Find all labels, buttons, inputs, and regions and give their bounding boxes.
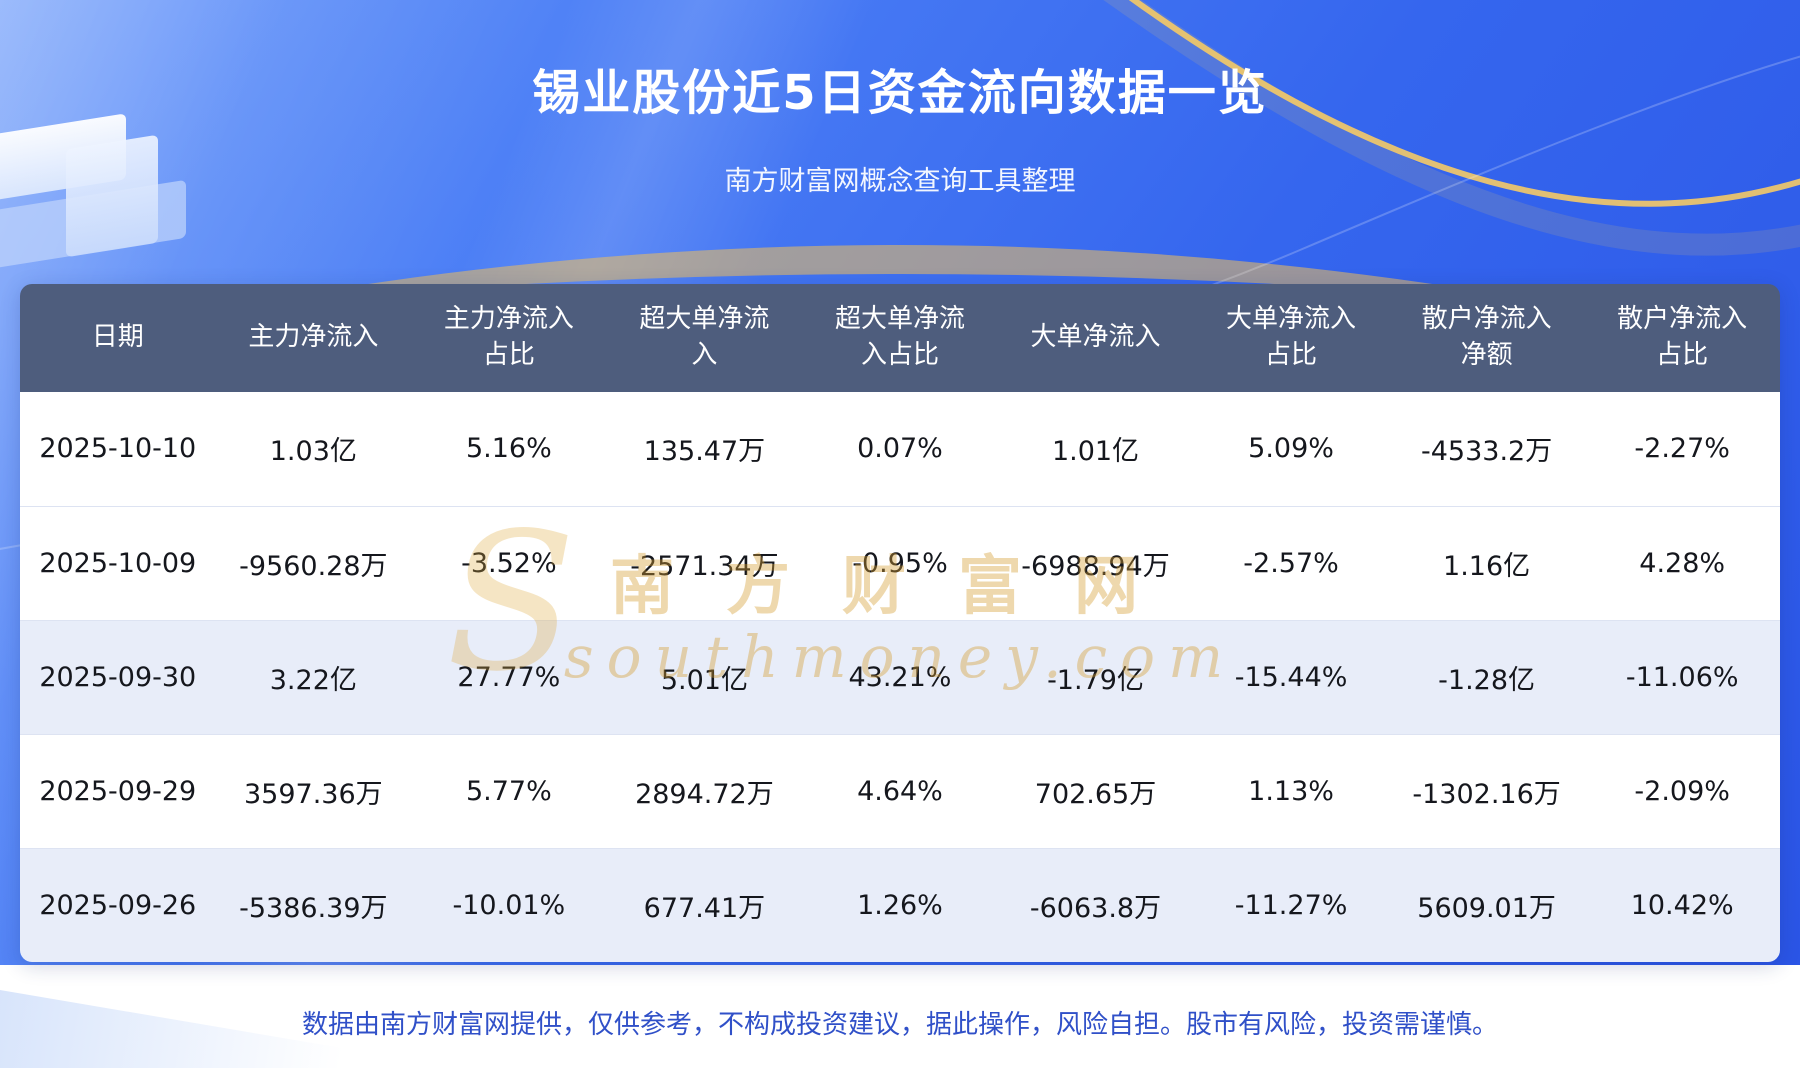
column-header-3: 超大单净流入	[606, 284, 803, 392]
table-head: 日期 主力净流入 主力净流入占比 超大单净流入 超大单净流入占比 大单净流入 大单净流入占比…	[20, 284, 1780, 392]
value-cell: -11.06%	[1584, 619, 1780, 734]
value-cell: -5386.39万	[215, 847, 412, 962]
value-cell: 27.77%	[411, 619, 607, 734]
value-cell: -1.79亿	[997, 619, 1194, 734]
column-header-5: 大单净流入	[997, 284, 1194, 392]
date-cell: 2025-10-10	[20, 392, 216, 506]
value-cell: 677.41万	[606, 847, 803, 962]
table-body: 2025-10-10 1.03亿 5.16% 135.47万 0.07% 1.01亿 5.0…	[20, 392, 1780, 962]
value-cell: -11.27%	[1193, 847, 1389, 962]
value-cell: 3597.36万	[215, 733, 412, 848]
date-cell: 2025-09-29	[20, 733, 216, 848]
value-cell: 702.65万	[997, 733, 1194, 848]
value-cell: 1.16亿	[1388, 505, 1585, 620]
table-row: 2025-10-09 -9560.28万 -3.52% -2571.34万 -0.95%…	[20, 505, 1780, 620]
value-cell: 10.42%	[1584, 847, 1780, 962]
value-cell: -9560.28万	[215, 505, 412, 620]
value-cell: 0.07%	[802, 392, 998, 506]
table-row: 2025-09-29 3597.36万 5.77% 2894.72万 4.64% 702.…	[20, 733, 1780, 848]
value-cell: 5.09%	[1193, 392, 1389, 506]
value-cell: -0.95%	[802, 505, 998, 620]
column-header-0: 日期	[20, 284, 216, 392]
date-cell: 2025-09-26	[20, 847, 216, 962]
value-cell: 4.28%	[1584, 505, 1780, 620]
value-cell: 5609.01万	[1388, 847, 1585, 962]
value-cell: -6988.94万	[997, 505, 1194, 620]
date-cell: 2025-09-30	[20, 619, 216, 734]
value-cell: -2.57%	[1193, 505, 1389, 620]
value-cell: -4533.2万	[1388, 392, 1585, 506]
column-header-8: 散户净流入占比	[1584, 284, 1780, 392]
value-cell: 1.03亿	[215, 392, 412, 506]
value-cell: -15.44%	[1193, 619, 1389, 734]
footer-disclaimer: 数据由南方财富网提供，仅供参考，不构成投资建议，据此操作，风险自担。股市有风险，…	[301, 1010, 1498, 1040]
value-cell: -2.09%	[1584, 733, 1780, 848]
column-header-1: 主力净流入	[215, 284, 412, 392]
fund-flow-table-container: 日期 主力净流入 主力净流入占比 超大单净流入 超大单净流入占比 大单净流入 大单净流入占比…	[20, 284, 1780, 962]
value-cell: 1.01亿	[997, 392, 1194, 506]
column-header-6: 大单净流入占比	[1193, 284, 1389, 392]
value-cell: -2.27%	[1584, 392, 1780, 506]
value-cell: 135.47万	[606, 392, 803, 506]
table-head-row: 日期 主力净流入 主力净流入占比 超大单净流入 超大单净流入占比 大单净流入 大单净流入占比…	[20, 284, 1780, 392]
value-cell: 43.21%	[802, 619, 998, 734]
fund-flow-table: 日期 主力净流入 主力净流入占比 超大单净流入 超大单净流入占比 大单净流入 大单净流入占比…	[20, 284, 1780, 962]
column-header-7: 散户净流入净额	[1388, 284, 1585, 392]
value-cell: -2571.34万	[606, 505, 803, 620]
value-cell: 5.77%	[411, 733, 607, 848]
value-cell: 5.16%	[411, 392, 607, 506]
date-cell: 2025-10-09	[20, 505, 216, 620]
table-row: 2025-09-26 -5386.39万 -10.01% 677.41万 1.26% -6…	[20, 847, 1780, 962]
value-cell: -3.52%	[411, 505, 607, 620]
value-cell: 1.26%	[802, 847, 998, 962]
table-row: 2025-10-10 1.03亿 5.16% 135.47万 0.07% 1.01亿 5.0…	[20, 392, 1780, 506]
value-cell: 5.01亿	[606, 619, 803, 734]
value-cell: 4.64%	[802, 733, 998, 848]
value-cell: 1.13%	[1193, 733, 1389, 848]
page-subtitle: 南方财富网概念查询工具整理	[724, 166, 1076, 197]
column-header-4: 超大单净流入占比	[802, 284, 998, 392]
column-header-2: 主力净流入占比	[411, 284, 607, 392]
value-cell: -10.01%	[411, 847, 607, 962]
page-title: 锡业股份近5日资金流向数据一览	[532, 65, 1268, 121]
value-cell: 2894.72万	[606, 733, 803, 848]
value-cell: -1302.16万	[1388, 733, 1585, 848]
table-row: 2025-09-30 3.22亿 27.77% 5.01亿 43.21% -1.79亿 -1…	[20, 619, 1780, 734]
value-cell: 3.22亿	[215, 619, 412, 734]
value-cell: -1.28亿	[1388, 619, 1585, 734]
value-cell: -6063.8万	[997, 847, 1194, 962]
